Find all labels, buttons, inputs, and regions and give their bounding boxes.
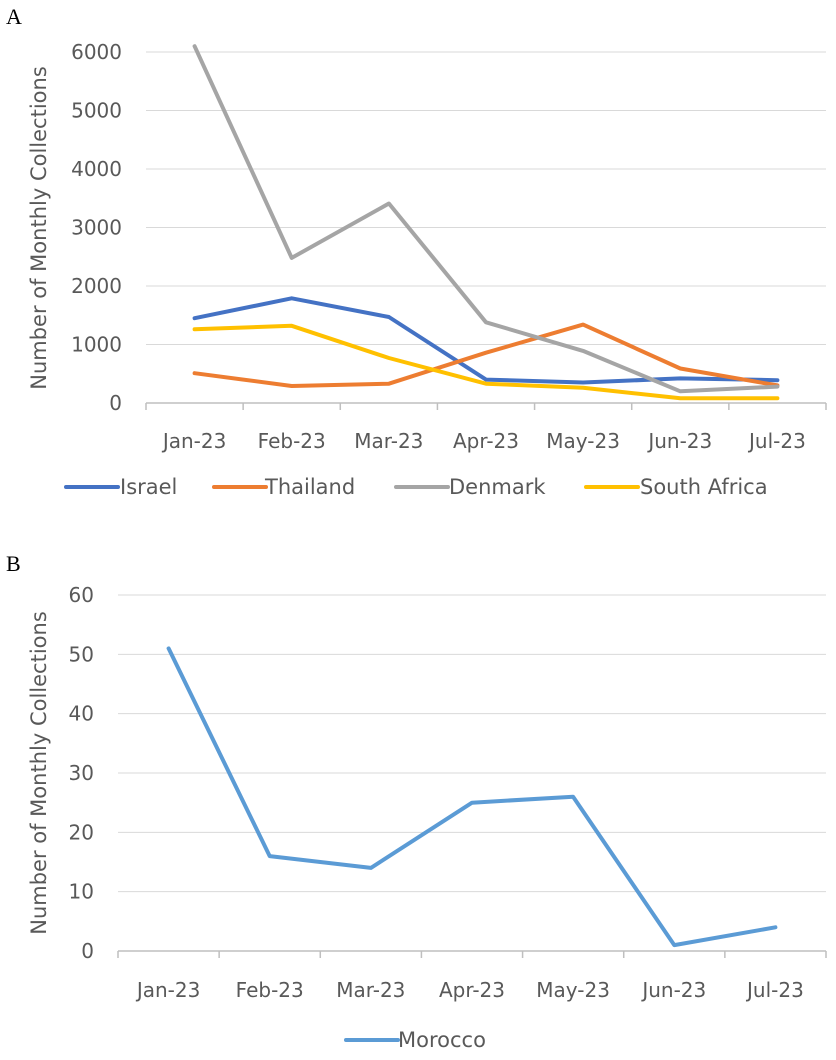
chart-b-y-tick-label: 0 xyxy=(81,939,94,963)
panel-b-label: B xyxy=(6,551,21,576)
chart-a-y-tick-label: 6000 xyxy=(71,40,122,64)
chart-a-x-tick-label: Jan-23 xyxy=(161,429,227,453)
panel-a-label: A xyxy=(6,4,22,29)
chart-a-y-tick-label: 5000 xyxy=(71,99,122,123)
chart-b-y-axis-label: Number of Monthly Collections xyxy=(27,611,51,935)
chart-a-series-line-israel xyxy=(192,296,780,385)
chart-b: 0 10 20 30 40 50 60 Jan-23 Feb-23 Mar-23 Apr-23 May… xyxy=(27,583,827,1052)
chart-b-x-tick-label: Jun-23 xyxy=(640,978,706,1002)
chart-b-x-tick-label: Jan-23 xyxy=(135,978,201,1002)
chart-b-x-tick-label: Mar-23 xyxy=(336,978,405,1002)
chart-a-legend-label: South Africa xyxy=(640,475,768,499)
chart-a-x-tick-label: Mar-23 xyxy=(354,429,423,453)
chart-a-y-tick-label: 0 xyxy=(109,391,122,415)
chart-a-x-tick-label: Apr-23 xyxy=(453,429,519,453)
chart-b-legend-label: Morocco xyxy=(398,1028,486,1052)
chart-a-y-tick-label: 2000 xyxy=(71,274,122,298)
chart-a-y-tick-label: 3000 xyxy=(71,216,122,240)
chart-a-y-tick-label: 4000 xyxy=(71,157,122,181)
chart-b-x-tick-label: Jul-23 xyxy=(745,978,804,1002)
chart-b-y-tick-label: 60 xyxy=(69,583,94,607)
chart-a-legend-label: Israel xyxy=(120,475,177,499)
chart-b-x-tick-label: Feb-23 xyxy=(236,978,304,1002)
chart-a-x-tick-label: Jul-23 xyxy=(747,429,806,453)
chart-a-x-tick-label: Jun-23 xyxy=(646,429,712,453)
chart-a-series-line-south-africa xyxy=(192,323,780,401)
chart-b-x-tick-label: May-23 xyxy=(536,978,610,1002)
chart-b-y-tick-label: 30 xyxy=(69,761,94,785)
chart-b-y-tick-label: 40 xyxy=(69,702,94,726)
chart-a-series-line-thailand xyxy=(192,322,780,388)
chart-b-y-tick-label: 10 xyxy=(69,880,94,904)
chart-a-series-line-denmark xyxy=(192,44,780,394)
chart-a-legend-label: Denmark xyxy=(449,475,546,499)
chart-b-series-line-morocco xyxy=(166,646,778,948)
chart-a-legend-label: Thailand xyxy=(264,475,355,499)
chart-b-y-tick-label: 50 xyxy=(69,642,94,666)
chart-a-x-tick-label: May-23 xyxy=(546,429,620,453)
chart-a-y-tick-label: 1000 xyxy=(71,333,122,357)
chart-a-y-axis-label: Number of Monthly Collections xyxy=(27,66,51,390)
chart-a: 0 1000 2000 3000 4000 5000 6000 Jan-23 Feb-23 Mar… xyxy=(27,40,827,499)
chart-a-x-tick-label: Feb-23 xyxy=(258,429,326,453)
chart-b-y-tick-label: 20 xyxy=(69,820,94,844)
chart-b-x-tick-label: Apr-23 xyxy=(439,978,505,1002)
